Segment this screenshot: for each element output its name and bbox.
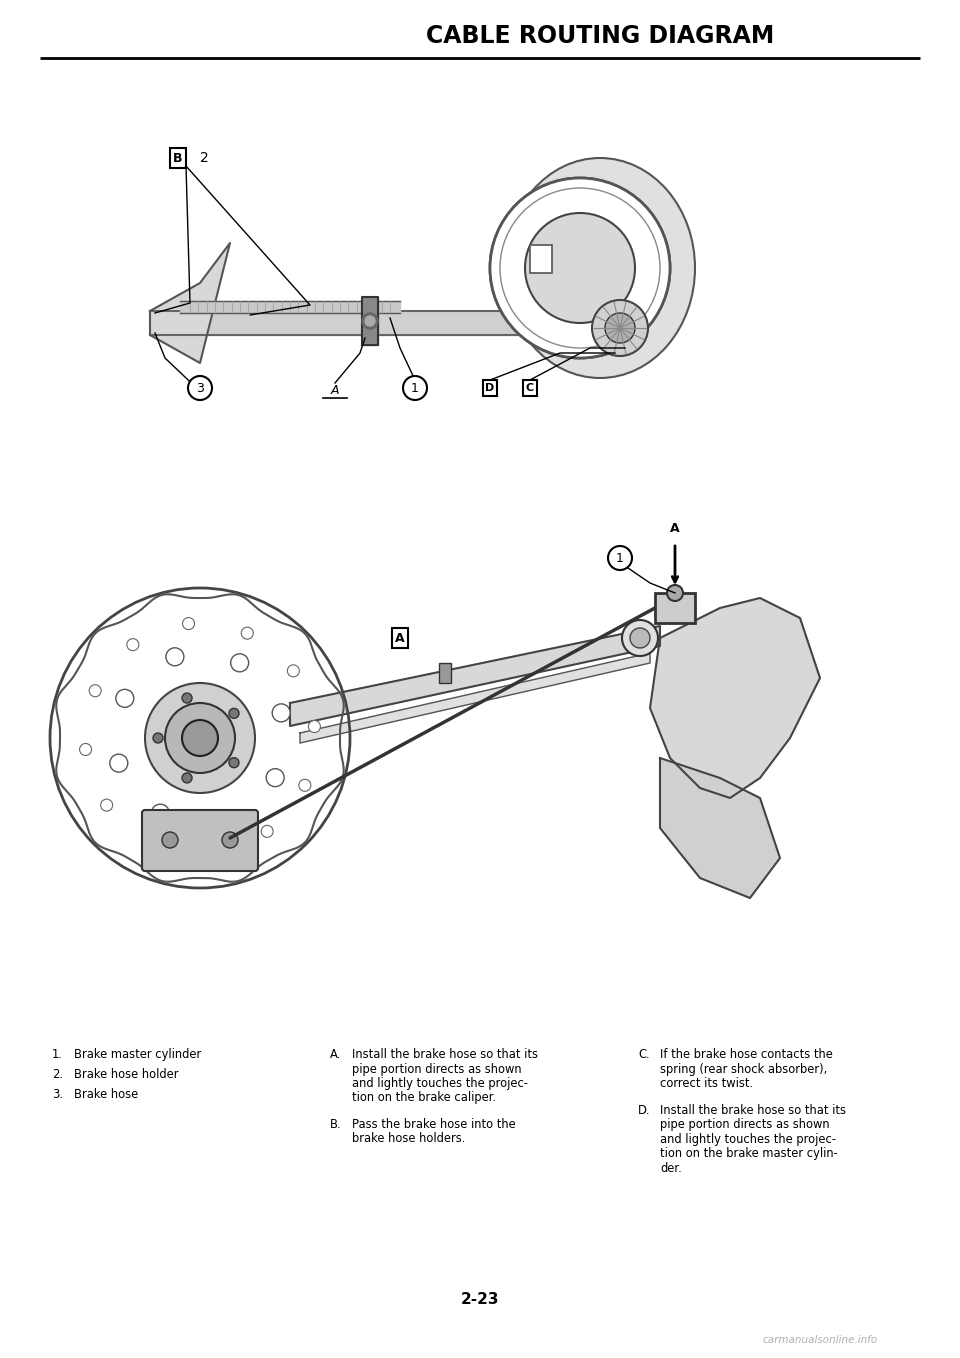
Text: Brake hose holder: Brake hose holder	[74, 1067, 179, 1081]
Circle shape	[162, 832, 178, 847]
Circle shape	[205, 846, 218, 858]
Bar	[439, 663, 451, 683]
Circle shape	[299, 779, 311, 792]
Circle shape	[222, 832, 238, 847]
Text: carmanualsonline.info: carmanualsonline.info	[762, 1335, 877, 1344]
Text: and lightly touches the projec-: and lightly touches the projec-	[352, 1077, 528, 1090]
Circle shape	[525, 213, 635, 323]
Circle shape	[266, 769, 284, 786]
Circle shape	[273, 703, 290, 722]
Circle shape	[145, 683, 255, 793]
Circle shape	[490, 178, 670, 359]
Circle shape	[80, 743, 91, 755]
Circle shape	[101, 799, 112, 811]
Circle shape	[230, 653, 249, 672]
Circle shape	[365, 316, 375, 326]
Circle shape	[308, 721, 321, 732]
Circle shape	[241, 627, 253, 640]
Circle shape	[362, 312, 378, 329]
Circle shape	[152, 804, 169, 822]
Circle shape	[127, 638, 139, 650]
Text: C: C	[526, 383, 534, 392]
Text: B: B	[173, 152, 182, 164]
FancyBboxPatch shape	[142, 809, 258, 870]
Text: Install the brake hose so that its: Install the brake hose so that its	[352, 1048, 538, 1061]
Text: Brake hose: Brake hose	[74, 1088, 138, 1101]
Text: 1: 1	[411, 382, 419, 395]
Text: pipe portion directs as shown: pipe portion directs as shown	[660, 1118, 829, 1131]
Polygon shape	[660, 758, 780, 898]
Text: pipe portion directs as shown: pipe portion directs as shown	[352, 1062, 521, 1076]
Circle shape	[605, 312, 635, 344]
Text: spring (rear shock absorber),: spring (rear shock absorber),	[660, 1062, 828, 1076]
Text: 3: 3	[196, 382, 204, 395]
Text: 1.: 1.	[52, 1048, 62, 1061]
Text: If the brake hose contacts the: If the brake hose contacts the	[660, 1048, 833, 1061]
Circle shape	[182, 773, 192, 784]
Circle shape	[630, 627, 650, 648]
Circle shape	[165, 703, 235, 773]
Text: 1: 1	[616, 551, 624, 565]
Text: 2-23: 2-23	[461, 1293, 499, 1308]
Text: Pass the brake hose into the: Pass the brake hose into the	[352, 1118, 516, 1131]
Circle shape	[667, 585, 683, 602]
Text: Install the brake hose so that its: Install the brake hose so that its	[660, 1104, 846, 1116]
Text: D: D	[486, 383, 494, 392]
Circle shape	[153, 733, 163, 743]
Circle shape	[261, 826, 274, 838]
Circle shape	[525, 213, 635, 323]
Text: 3.: 3.	[52, 1088, 63, 1101]
Circle shape	[216, 811, 234, 828]
Bar	[655, 593, 695, 623]
Circle shape	[287, 665, 300, 676]
Circle shape	[403, 376, 427, 401]
Bar	[530, 244, 552, 273]
Polygon shape	[150, 243, 230, 363]
Circle shape	[182, 618, 195, 630]
Text: C.: C.	[638, 1048, 650, 1061]
Text: A.: A.	[330, 1048, 341, 1061]
Text: brake hose holders.: brake hose holders.	[352, 1133, 466, 1146]
Polygon shape	[300, 653, 650, 743]
Polygon shape	[650, 598, 820, 799]
Circle shape	[622, 621, 658, 656]
Circle shape	[109, 754, 128, 773]
Text: correct its twist.: correct its twist.	[660, 1077, 754, 1090]
Circle shape	[182, 693, 192, 703]
Circle shape	[608, 546, 632, 570]
Text: der.: der.	[660, 1161, 682, 1175]
Text: D.: D.	[638, 1104, 651, 1116]
Circle shape	[116, 690, 133, 708]
Circle shape	[592, 300, 648, 356]
Text: and lightly touches the projec-: and lightly touches the projec-	[660, 1133, 836, 1146]
Text: 2.: 2.	[52, 1067, 63, 1081]
Text: A: A	[670, 521, 680, 535]
Text: tion on the brake master cylin-: tion on the brake master cylin-	[660, 1148, 838, 1160]
Ellipse shape	[505, 158, 695, 378]
Circle shape	[229, 709, 239, 718]
Text: A: A	[396, 631, 405, 645]
Polygon shape	[290, 626, 660, 727]
Circle shape	[229, 758, 239, 767]
Circle shape	[166, 648, 184, 665]
Circle shape	[182, 720, 218, 756]
Text: B.: B.	[330, 1118, 342, 1131]
Text: 2: 2	[200, 151, 208, 166]
Text: A: A	[331, 383, 339, 397]
Text: CABLE ROUTING DIAGRAM: CABLE ROUTING DIAGRAM	[426, 24, 774, 48]
Text: tion on the brake caliper.: tion on the brake caliper.	[352, 1092, 496, 1104]
Circle shape	[188, 376, 212, 401]
Text: Brake master cylinder: Brake master cylinder	[74, 1048, 202, 1061]
Circle shape	[147, 837, 158, 849]
Circle shape	[89, 684, 101, 697]
